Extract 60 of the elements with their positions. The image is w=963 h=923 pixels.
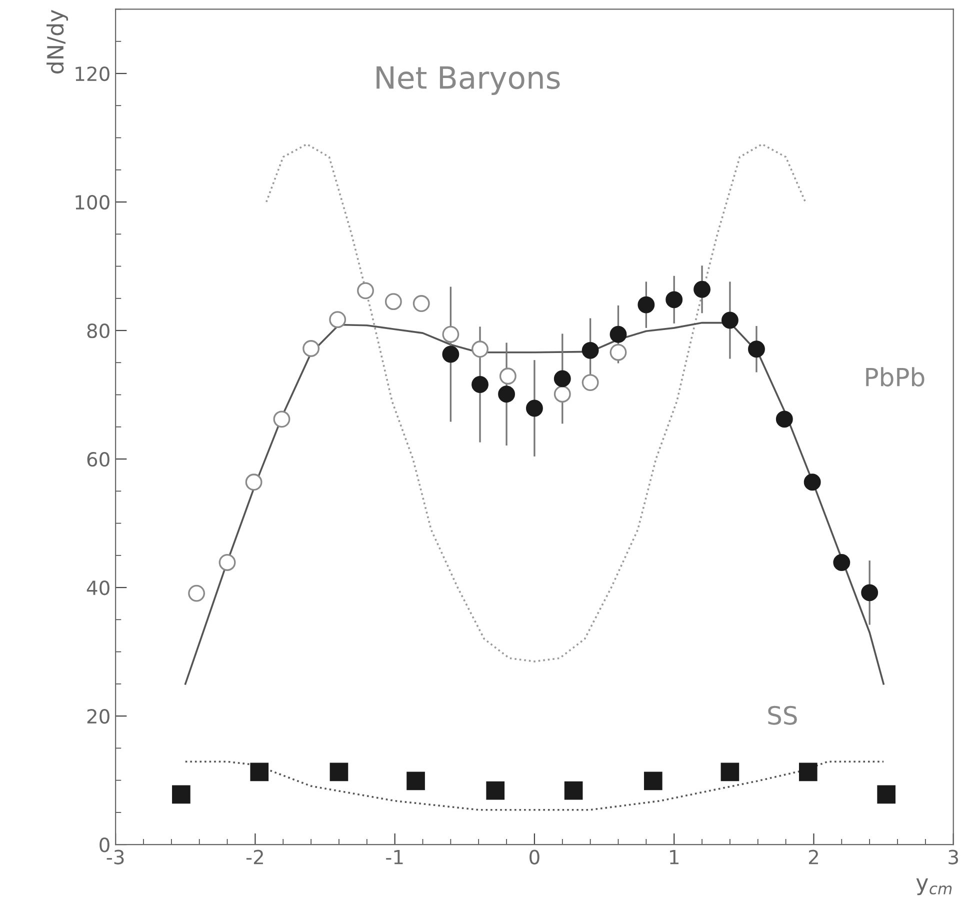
x-tick-label: -1 — [386, 850, 403, 864]
point — [486, 781, 505, 800]
point — [442, 326, 460, 343]
point — [499, 368, 516, 385]
point — [172, 785, 190, 804]
point — [526, 400, 543, 417]
point — [776, 410, 793, 428]
line-series — [184, 760, 884, 811]
point — [357, 282, 374, 300]
point — [877, 785, 896, 804]
point — [442, 346, 460, 363]
point — [666, 291, 683, 308]
point — [861, 584, 878, 602]
point — [804, 474, 821, 491]
point — [188, 584, 206, 602]
point — [610, 326, 627, 343]
point — [412, 295, 430, 312]
y-tick-label: 120 — [76, 66, 110, 82]
line-series — [265, 143, 806, 662]
point — [610, 344, 627, 361]
point — [721, 312, 738, 329]
point — [720, 762, 740, 782]
x-tick-label: 2 — [808, 850, 818, 864]
y-tick-label: 80 — [87, 323, 110, 338]
x-axis-title: y$_{cm}$ — [916, 878, 952, 896]
point — [694, 280, 710, 298]
point — [273, 410, 290, 428]
x-tick-label: -2 — [246, 850, 263, 864]
point — [644, 772, 662, 790]
point — [564, 781, 583, 800]
point — [582, 342, 599, 359]
point — [554, 370, 571, 388]
y-axis-title: dN/dy — [46, 10, 68, 74]
point — [798, 762, 818, 782]
point — [833, 554, 850, 571]
point — [638, 296, 655, 314]
annotation: SS — [768, 706, 797, 725]
point — [498, 386, 516, 403]
y-tick-label: 100 — [76, 194, 110, 210]
y-tick-label: 20 — [87, 708, 110, 724]
x-tick-label: 3 — [948, 850, 958, 864]
point — [384, 293, 402, 310]
point — [218, 554, 236, 571]
point — [472, 340, 488, 358]
point — [406, 772, 425, 790]
point — [250, 762, 269, 782]
x-tick-label: 1 — [670, 850, 678, 864]
point — [554, 386, 571, 403]
text: Net Baryons — [376, 66, 560, 96]
point — [302, 340, 320, 357]
annotation: PbPb — [866, 367, 924, 387]
point — [330, 762, 348, 782]
point — [582, 374, 599, 392]
y-tick-label: 60 — [87, 452, 110, 467]
point — [329, 311, 346, 328]
point — [748, 340, 765, 358]
y-tick-label: 40 — [86, 580, 110, 596]
x-tick-label: 0 — [530, 850, 540, 864]
point — [472, 376, 488, 393]
point — [245, 474, 262, 491]
